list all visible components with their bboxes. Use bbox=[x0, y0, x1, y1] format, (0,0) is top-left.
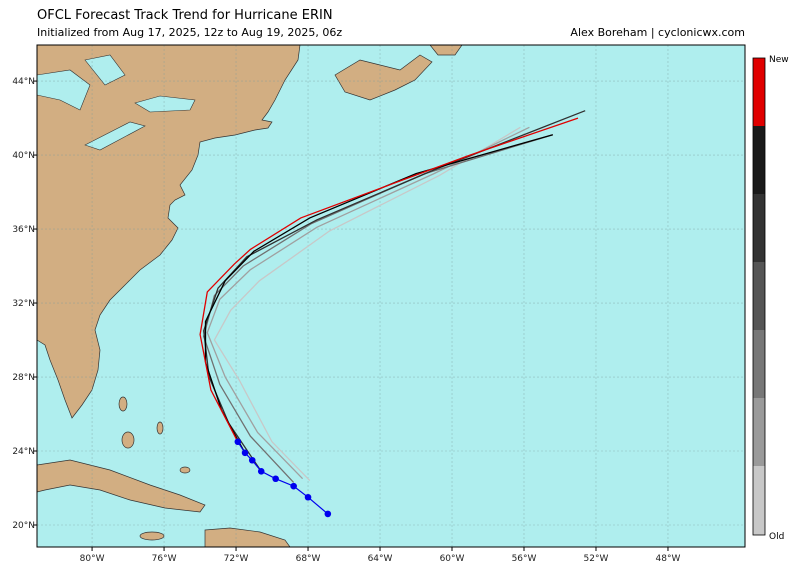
colorbar-label: Old bbox=[769, 532, 784, 542]
colorbar-segment bbox=[753, 126, 765, 194]
colorbar-segment bbox=[753, 330, 765, 398]
y-tick-label: 24°N bbox=[12, 447, 35, 457]
observed-point bbox=[272, 475, 279, 483]
x-tick-label: 80°W bbox=[80, 554, 105, 564]
colorbar-segment bbox=[753, 466, 765, 535]
x-tick-label: 68°W bbox=[296, 554, 321, 564]
colorbar-frame bbox=[752, 57, 766, 536]
colorbar-label: New bbox=[769, 55, 789, 65]
y-tick-label: 28°N bbox=[12, 373, 35, 383]
title: OFCL Forecast Track Trend for Hurricane … bbox=[37, 8, 333, 23]
y-tick-label: 40°N bbox=[12, 151, 35, 161]
x-tick-label: 64°W bbox=[368, 554, 393, 564]
land bbox=[37, 45, 463, 547]
x-tick-label: 60°W bbox=[440, 554, 465, 564]
grid bbox=[37, 45, 745, 547]
forecast-track bbox=[213, 126, 521, 482]
x-tick-label: 56°W bbox=[512, 554, 537, 564]
x-tick-label: 52°W bbox=[584, 554, 609, 564]
colorbar-segment bbox=[753, 58, 765, 126]
y-tick-label: 20°N bbox=[12, 521, 35, 531]
forecast-track bbox=[199, 117, 579, 443]
observed-point bbox=[257, 468, 265, 475]
observed-point bbox=[241, 449, 249, 457]
observed-point bbox=[324, 510, 332, 518]
y-tick-label: 32°N bbox=[12, 299, 35, 309]
colorbar-segment bbox=[753, 262, 765, 330]
colorbar-segment bbox=[753, 194, 765, 262]
observed-point bbox=[290, 482, 297, 490]
observed-point bbox=[304, 493, 312, 501]
forecast-track bbox=[206, 126, 530, 480]
credit: Alex Boreham | cyclonicwx.com bbox=[570, 26, 745, 39]
y-tick-label: 44°N bbox=[12, 77, 35, 87]
colorbar-segment bbox=[753, 398, 765, 466]
x-tick-label: 76°W bbox=[152, 554, 177, 564]
observed-point bbox=[234, 438, 242, 446]
tracks bbox=[199, 110, 586, 518]
observed-point bbox=[248, 456, 256, 464]
x-tick-label: 48°W bbox=[656, 554, 681, 564]
forecast-track bbox=[203, 110, 586, 472]
y-tick-label: 36°N bbox=[12, 225, 35, 235]
map-frame bbox=[36, 44, 746, 548]
x-tick-label: 72°W bbox=[224, 554, 249, 564]
colorbar: New Old bbox=[752, 55, 789, 542]
subtitle: Initialized from Aug 17, 2025, 12z to Au… bbox=[37, 26, 342, 39]
